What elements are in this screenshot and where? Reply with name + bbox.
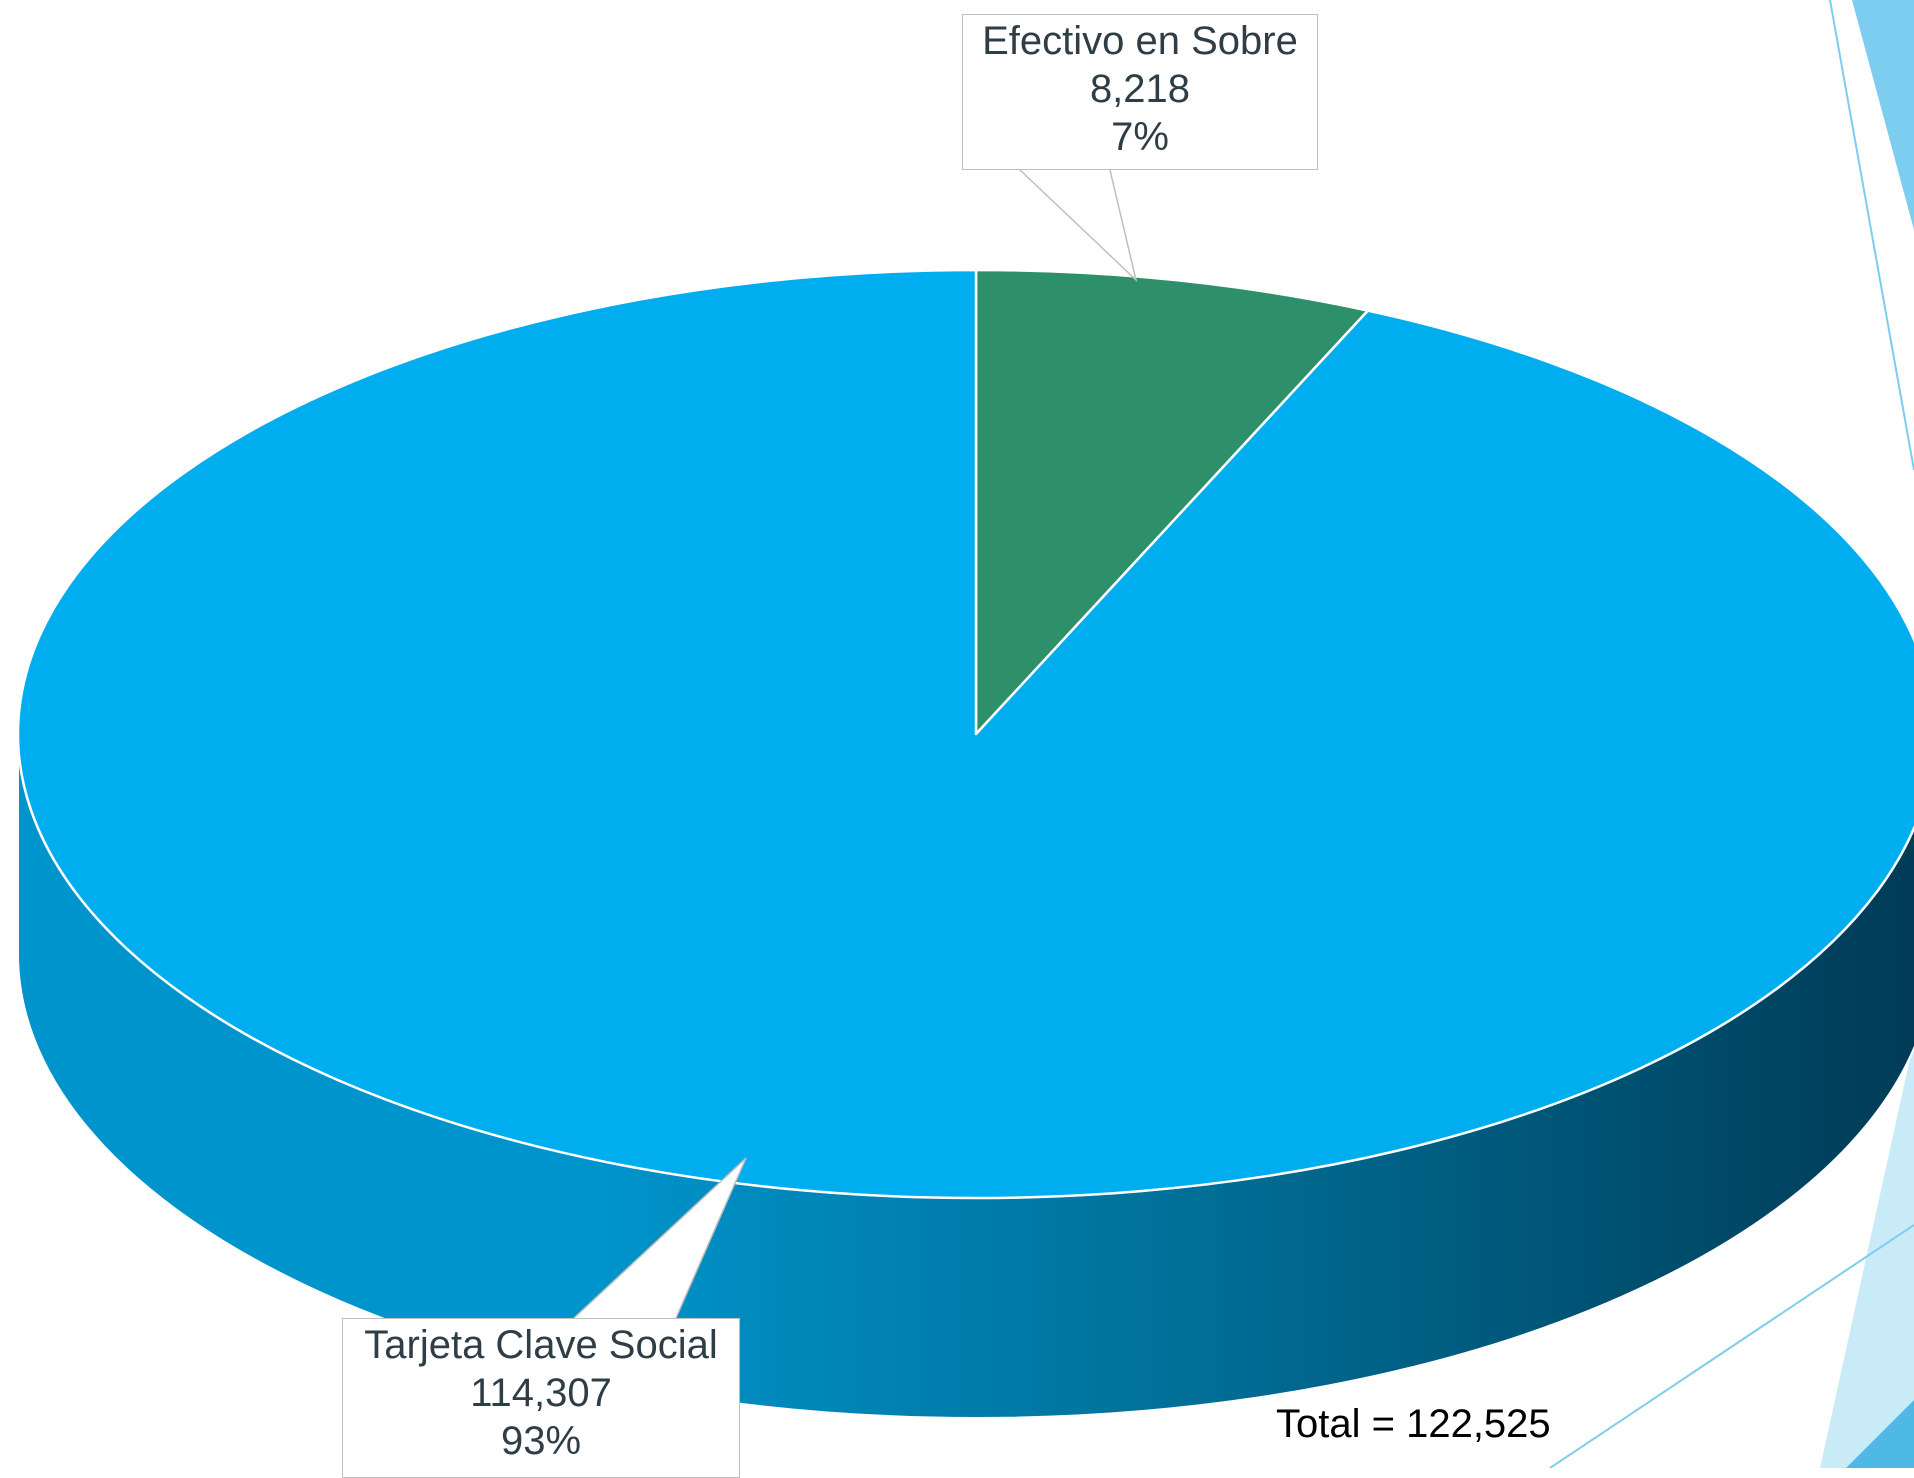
decor-line-top (1829, 0, 1914, 471)
slice-label-value: 8,218 (1089, 67, 1191, 111)
pie-slices (16, 268, 1914, 1200)
leader-line-efectivo (1019, 169, 1138, 283)
slice-label-value: 114,307 (470, 1371, 612, 1415)
leader-line-tarjeta (573, 1157, 747, 1319)
slice-label-percent: 7% (1111, 115, 1169, 159)
pie-slice-tarjeta-clave-social (16, 268, 1914, 1200)
pie-slice-efectivo-en-sobre (974, 268, 1370, 736)
decor-triangle-top (1852, 0, 1914, 230)
leader-lines (573, 169, 1138, 1319)
decor-triangle-bottom (1820, 1040, 1914, 1468)
slice-label-name: Tarjeta Clave Social (364, 1323, 718, 1367)
slice-label-efectivo-en-sobre: Efectivo en Sobre 8,218 7% (962, 14, 1318, 170)
slide-decoration (1549, 0, 1914, 1468)
decor-corner (1846, 1400, 1914, 1468)
total-label: Total = 122,525 (1276, 1402, 1551, 1446)
slice-label-name: Efectivo en Sobre (982, 19, 1298, 63)
slice-label-percent: 93% (500, 1419, 582, 1463)
decor-line-bottom (1549, 1224, 1914, 1468)
slice-label-tarjeta-clave-social: Tarjeta Clave Social 114,307 93% (342, 1318, 740, 1478)
